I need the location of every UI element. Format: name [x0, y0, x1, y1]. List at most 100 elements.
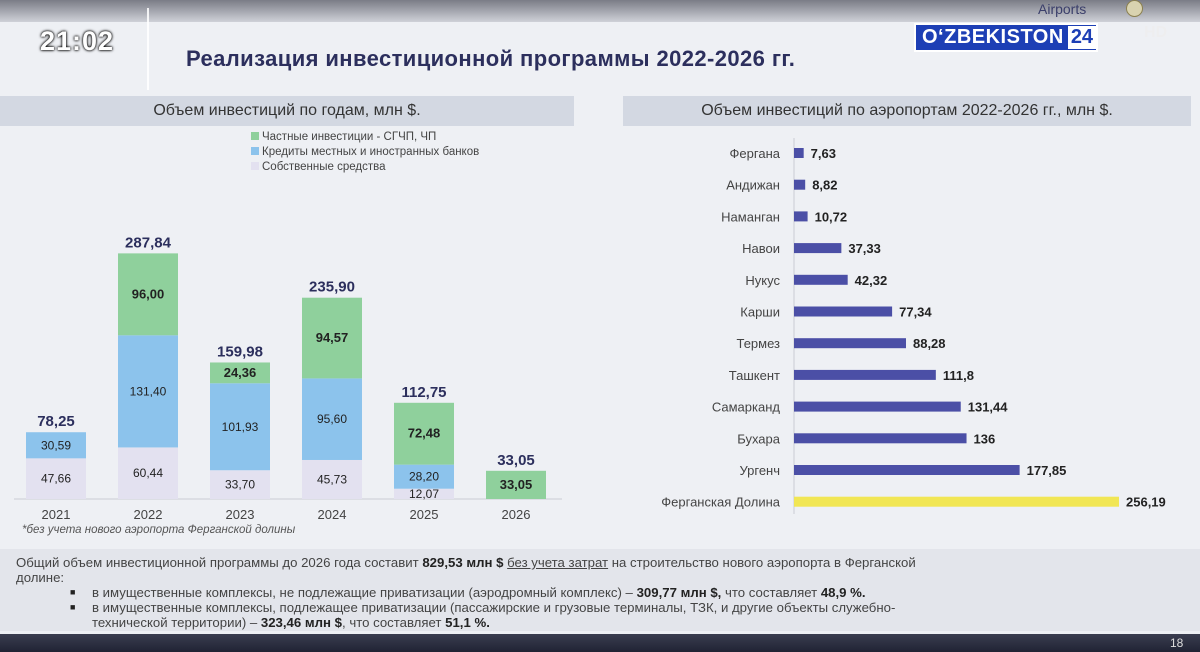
summary-bullet-1: в имущественные комплексы, не подлежащие… — [92, 585, 1142, 600]
summary-total: 829,53 млн $ — [422, 555, 504, 570]
bar-segment — [302, 297, 362, 379]
airport-label: Фергана — [730, 146, 781, 161]
airport-bar — [794, 401, 961, 412]
bullet-2-percent: 51,1 %. — [445, 615, 490, 630]
airport-value-label: 177,85 — [1027, 463, 1067, 478]
segment-label: 131,40 — [130, 384, 167, 398]
bar-segment — [26, 432, 86, 459]
bullet-1-mid: что составляет — [725, 585, 818, 600]
airport-bar — [794, 243, 842, 254]
airport-bar — [794, 496, 1119, 507]
bar-segment — [118, 335, 178, 448]
bar-total-label: 235,90 — [309, 279, 355, 296]
segment-label: 95,60 — [317, 412, 347, 426]
broadcast-clock: 21:02 — [40, 26, 115, 56]
bullet-1-text: в имущественные комплексы, не подлежащие… — [92, 585, 633, 600]
airport-value-label: 37,33 — [848, 241, 881, 256]
airport-value-label: 42,32 — [855, 273, 888, 288]
airport-label: Термез — [736, 336, 780, 351]
summary-paragraph: Общий объем инвестиционной программы до … — [16, 555, 1156, 585]
airport-bar — [794, 465, 1020, 475]
bar-segment — [118, 447, 178, 499]
segment-label: 24,36 — [224, 365, 257, 380]
segment-label: 101,93 — [222, 420, 259, 434]
x-tick-label: 2026 — [502, 507, 531, 522]
bullet-2-line1: в имущественные комплексы, подлежащее пр… — [92, 600, 896, 615]
airport-value-label: 8,82 — [812, 178, 837, 193]
x-tick-label: 2021 — [42, 507, 71, 522]
x-tick-label: 2023 — [226, 507, 255, 522]
legend-label: Частные инвестиции - СГЧП, ЧП — [262, 131, 436, 143]
airport-value-label: 136 — [974, 431, 996, 446]
airport-value-label: 111,8 — [943, 368, 974, 383]
emblem-icon — [1126, 0, 1143, 17]
bullet-icon: ■ — [70, 587, 76, 597]
clock-divider — [147, 8, 149, 90]
bar-segment — [210, 470, 270, 499]
segment-label: 96,00 — [132, 286, 165, 301]
airport-label: Нукус — [745, 273, 780, 288]
slide-title: Реализация инвестиционной программы 2022… — [186, 46, 796, 71]
airports-brand: Airports — [1038, 1, 1087, 17]
airport-label: Навои — [742, 241, 780, 256]
bar-total-label: 78,25 — [37, 413, 75, 430]
bullet-2-amount: 323,46 млн $ — [260, 615, 342, 630]
footnote: *без учета нового аэропорта Ферганской д… — [22, 524, 296, 536]
bar-total-label: 287,84 — [125, 234, 172, 251]
airport-bar — [794, 433, 967, 444]
airport-value-label: 131,44 — [968, 400, 1009, 415]
channel-number: 24 — [1067, 26, 1097, 49]
bullet-1-amount: 309,77 млн $, — [636, 585, 722, 600]
bar-segment — [302, 459, 362, 499]
airport-label: Наманган — [721, 209, 780, 224]
bar-segment — [486, 470, 546, 499]
bar-segment — [118, 253, 178, 336]
airport-bar — [794, 306, 893, 317]
investment-by-year-chart: 47,66 30,59 78,25 2021 60,44 131,40 96,00 287,8… — [14, 131, 562, 522]
airport-value-label: 77,34 — [899, 305, 932, 320]
legend-swatch — [251, 162, 259, 170]
airport-label: Ташкент — [729, 368, 780, 383]
bullet-icon: ■ — [70, 602, 76, 612]
summary-bullet-2: в имущественные комплексы, подлежащее пр… — [92, 600, 1142, 630]
right-chart-heading-text: Объем инвестиций по аэропортам 2022-2026… — [701, 102, 1113, 119]
airport-bar — [794, 179, 806, 190]
airport-bar — [794, 369, 936, 380]
airport-value-label: 256,19 — [1126, 495, 1166, 510]
channel-name: O‘ZBEKISTON — [922, 26, 1064, 48]
bullet-1-percent: 48,9 %. — [820, 585, 866, 600]
page-number: 18 — [1170, 636, 1184, 650]
bar-segment — [210, 362, 270, 384]
bullet-2-line2: технической территории) – — [92, 615, 258, 630]
left-chart-heading: Объем инвестиций по годам, млн $. — [0, 96, 574, 126]
airport-value-label: 7,63 — [811, 146, 836, 161]
summary-underlined: без учета затрат — [507, 555, 609, 570]
summary-text: Общий объем инвестиционной программы до … — [16, 555, 419, 570]
summary-text-rest: на строительство нового аэропорта в Ферг… — [611, 555, 916, 570]
bar-segment — [210, 383, 270, 471]
airport-bar — [794, 211, 808, 222]
bar-segment — [394, 488, 454, 499]
right-chart-heading: Объем инвестиций по аэропортам 2022-2026… — [623, 96, 1191, 126]
legend-label: Собственные средства — [262, 161, 386, 173]
segment-label: 12,07 — [409, 487, 439, 501]
summary-box: Общий объем инвестиционной программы до … — [0, 549, 1200, 631]
top-band — [0, 0, 1200, 22]
summary-text-line2: долине: — [16, 570, 65, 585]
bar-segment — [394, 464, 454, 489]
x-tick-label: 2022 — [134, 507, 163, 522]
bottom-band — [0, 634, 1200, 652]
segment-label: 72,48 — [408, 426, 441, 441]
bar-total-label: 33,05 — [497, 452, 535, 469]
airport-label: Ферганская Долина — [661, 495, 780, 510]
segment-label: 33,05 — [500, 477, 533, 492]
airport-label: Самарканд — [712, 400, 781, 415]
investment-by-airport-chart: Фергана 7,63 Андижан 8,82 Наманган 10,72 Навои… — [661, 138, 1166, 514]
airport-label: Андижан — [726, 178, 780, 193]
segment-label: 45,73 — [317, 472, 347, 486]
legend-label: Кредиты местных и иностранных банков — [262, 146, 479, 158]
airport-bar — [794, 148, 804, 158]
segment-label: 60,44 — [133, 466, 163, 480]
x-tick-label: 2025 — [410, 507, 439, 522]
airport-value-label: 10,72 — [815, 209, 848, 224]
